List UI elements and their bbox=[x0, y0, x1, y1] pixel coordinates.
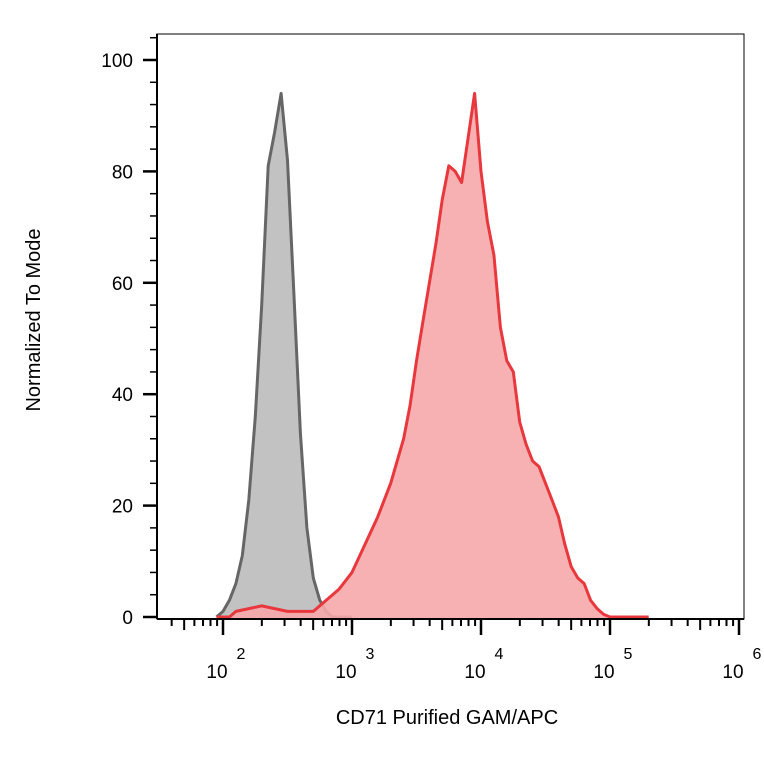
series-layer bbox=[215, 91, 649, 619]
y-axis-label: Normalized To Mode bbox=[23, 228, 45, 411]
x-tick-label: 10 bbox=[593, 662, 614, 683]
x-tick-label: 10 bbox=[722, 662, 743, 683]
y-tick-label: 20 bbox=[112, 497, 133, 518]
x-tick-label: 10 bbox=[464, 662, 485, 683]
x-axis-label: CD71 Purified GAM/APC bbox=[336, 707, 558, 729]
y-tick-label: 40 bbox=[112, 385, 133, 406]
x-tick-exponent: 2 bbox=[237, 646, 246, 663]
x-tick-exponent: 5 bbox=[624, 646, 633, 663]
series-2-line bbox=[216, 91, 649, 619]
y-tick-label: 100 bbox=[101, 51, 133, 72]
y-tick-label: 0 bbox=[122, 608, 133, 629]
x-tick-label: 10 bbox=[335, 662, 356, 683]
y-tick-label: 80 bbox=[112, 162, 133, 183]
x-tick-exponent: 4 bbox=[495, 646, 504, 663]
x-tick-exponent: 6 bbox=[753, 646, 762, 663]
series-2-area bbox=[216, 93, 649, 619]
x-tick-exponent: 3 bbox=[366, 646, 375, 663]
x-tick-label: 10 bbox=[206, 662, 227, 683]
axis-layer: 0 20 40 60 80 100 10 2 10 3 10 4 10 5 10 6 bbox=[101, 34, 762, 683]
y-tick-label: 60 bbox=[112, 274, 133, 295]
